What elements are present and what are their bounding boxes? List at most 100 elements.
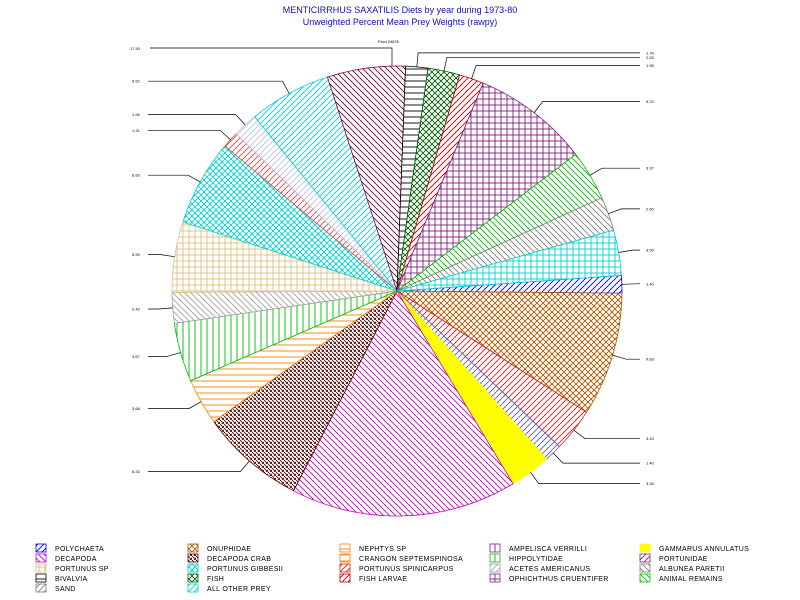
legend-swatch-fish: [187, 573, 199, 583]
slice-value-label: 1.76: [646, 50, 655, 55]
slice-decapoda-crab: [213, 290, 398, 492]
slice-decapoda: [292, 290, 514, 517]
slice-value-label: 5.59: [132, 252, 141, 257]
chart-title: MENTICIRRHUS SAXATILIS Diets by year dur…: [283, 5, 517, 15]
leader-line: [618, 249, 640, 253]
legend-swatch-decapoda-crab: [187, 553, 199, 563]
slice-ophichthus-cruentifer: [396, 82, 577, 293]
legend-swatch-portunidae: [639, 553, 651, 563]
legend-label: PORTUNUS GIBBESII: [207, 566, 283, 573]
legend: POLYCHAETA ONUPHIDAE NEPHTYS SP AMPELISCA V…: [35, 543, 749, 593]
leader-line: [612, 354, 640, 360]
legend-label: ALBUNEA PARETII: [659, 566, 724, 573]
leader-line: [150, 47, 393, 66]
leader-line: [148, 80, 290, 94]
legend-swatch-acetes-americanus: [489, 563, 501, 573]
legend-label: GAMMARUS ANNULATUS: [659, 546, 749, 553]
leader-line: [530, 471, 640, 484]
leader-line: [148, 254, 175, 258]
leader-line: [416, 52, 640, 67]
legend-swatch-sand: [35, 583, 47, 593]
legend-swatch-portunus-spinicarpus: [339, 563, 351, 573]
legend-swatch-decapoda: [35, 553, 47, 563]
slice-value-label: 3.26: [646, 481, 655, 486]
leader-line: [552, 452, 640, 464]
slice-value-label: 2.53: [646, 55, 655, 60]
legend-swatch-albunea-paretii: [639, 563, 651, 573]
slice-value-label: 3.59: [646, 248, 655, 253]
legend-swatch-polychaeta: [35, 543, 47, 553]
legend-swatch-ampelisca-verrilli: [489, 543, 501, 553]
legend-swatch-onuphidae: [187, 543, 199, 553]
slice-value-label: 9.83: [646, 357, 655, 362]
legend-label: PORTUNIDAE: [659, 556, 708, 563]
legend-swatch-portunus-gibbesii: [187, 563, 199, 573]
leader-line: [589, 167, 640, 176]
leader-line: [148, 174, 201, 183]
legend-label: NEPHTYS SP: [359, 546, 406, 553]
slice-value-label: 3.68: [132, 406, 141, 411]
leader-line: [533, 101, 640, 113]
chart-subtitle: Unweighted Percent Mean Prey Weights (ra…: [303, 17, 497, 27]
legend-label: OPHICHTHUS CRUENTIFER: [509, 576, 609, 583]
leader-line: [573, 429, 640, 440]
slice-value-label: 1.40: [646, 281, 655, 286]
legend-label: PORTUNUS SP: [55, 566, 109, 573]
slice-value-label: 3.97: [646, 166, 655, 171]
pie-slices: [171, 65, 623, 517]
legend-label: BIVALVIA: [55, 576, 88, 583]
legend-label: SAND: [55, 586, 76, 593]
slice-labels: 1.40 9.83 3.43 1.40 3.26 8.33 3.68 4.67 2.43 5.59…: [130, 39, 655, 486]
slice-value-label: 1.31: [132, 128, 141, 133]
slice-value-label: 6.52: [132, 79, 141, 84]
legend-label: FISH LARVAE: [359, 576, 407, 583]
leader-line: [148, 352, 181, 357]
legend-swatch-nephtys-sp: [339, 543, 351, 553]
slice-value-label: 1.40: [646, 461, 655, 466]
legend-label: AMPELISCA VERRILLI: [509, 546, 587, 553]
leader-line: [148, 114, 246, 126]
legend-label: PORTUNUS SPINICARPUS: [359, 566, 454, 573]
slice-value-label: 2.43: [132, 306, 141, 311]
legend-label: ANIMAL REMAINS: [659, 576, 723, 583]
leader-line: [443, 56, 640, 72]
leader-line: [148, 401, 202, 409]
legend-swatch-crangon-septemspinosa: [339, 553, 351, 563]
leader-line: [148, 129, 231, 140]
legend-label: ALL OTHER PREY: [207, 586, 271, 593]
legend-swatch-portunus-sp: [35, 563, 47, 573]
slice-value-label: 2.69: [646, 206, 655, 211]
legend-label: DECAPODA: [55, 556, 97, 563]
legend-label: DECAPODA CRAB: [207, 556, 271, 563]
legend-swatch-ophichthus-cruentifer: [489, 573, 501, 583]
legend-label: ONUPHIDAE: [207, 546, 251, 553]
slice-decapoda: [395, 290, 623, 413]
legend-label: FISH: [207, 576, 224, 583]
legend-swatch-fish-larvae: [339, 573, 351, 583]
slice-portunus-gibbesii: [396, 229, 622, 292]
leader-line: [608, 208, 640, 215]
slice-value-label: 6.83: [132, 173, 141, 178]
slice-value-label: 8.33: [132, 469, 141, 474]
slice-value-label: 17.93: [130, 46, 141, 51]
legend-label: ACETES AMERICANUS: [509, 566, 590, 573]
leader-line: [148, 460, 250, 472]
slice-value-label: 9.23: [646, 99, 655, 104]
legend-swatch-hippolytidae: [489, 553, 501, 563]
slice-value-label: 3.43: [646, 436, 655, 441]
top-slice-label: Fscd 24876: [378, 39, 400, 44]
leader-line: [148, 307, 173, 310]
legend-swatch-all-other-prey: [187, 583, 199, 593]
slice-value-label: 1.95: [646, 63, 655, 68]
legend-label: HIPPOLYTIDAE: [509, 556, 563, 563]
legend-swatch-bivalvia: [35, 573, 47, 583]
slice-value-label: 1.95: [132, 112, 141, 117]
legend-label: POLYCHAETA: [55, 546, 104, 553]
legend-swatch-gammarus-annulatus: [639, 543, 651, 553]
leader-line: [471, 65, 640, 79]
legend-swatch-animal-remains: [639, 573, 651, 583]
legend-label: CRANGON SEPTEMSPINOSA: [359, 556, 463, 563]
slice-value-label: 4.67: [132, 354, 141, 359]
leader-line: [621, 283, 640, 285]
